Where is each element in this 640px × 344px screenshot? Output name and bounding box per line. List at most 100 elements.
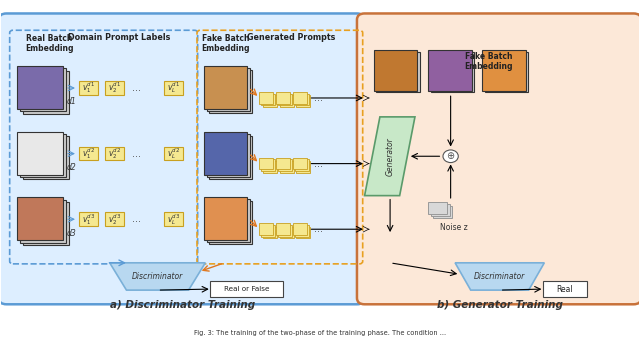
FancyBboxPatch shape xyxy=(259,224,273,235)
Text: $v_2^{d2}$: $v_2^{d2}$ xyxy=(108,146,121,161)
FancyBboxPatch shape xyxy=(276,92,290,104)
FancyBboxPatch shape xyxy=(204,131,247,175)
FancyBboxPatch shape xyxy=(204,66,247,109)
FancyBboxPatch shape xyxy=(294,159,308,171)
FancyBboxPatch shape xyxy=(296,161,310,173)
Text: Generator: Generator xyxy=(385,137,394,176)
FancyBboxPatch shape xyxy=(17,197,63,240)
Polygon shape xyxy=(365,117,415,196)
FancyBboxPatch shape xyxy=(17,66,63,109)
FancyBboxPatch shape xyxy=(357,13,640,304)
Text: Fake Batch
Embedding: Fake Batch Embedding xyxy=(202,34,250,53)
FancyBboxPatch shape xyxy=(20,68,66,111)
FancyBboxPatch shape xyxy=(374,50,417,90)
Text: ...: ... xyxy=(314,159,323,169)
Text: Noise z: Noise z xyxy=(440,223,468,232)
Text: $v_1^{d1}$: $v_1^{d1}$ xyxy=(82,80,95,95)
Text: $v_L^{d1}$: $v_L^{d1}$ xyxy=(167,80,180,95)
FancyBboxPatch shape xyxy=(428,203,447,214)
Text: Real or False: Real or False xyxy=(224,286,269,292)
Text: ...: ... xyxy=(314,93,323,103)
FancyBboxPatch shape xyxy=(79,213,99,226)
FancyBboxPatch shape xyxy=(211,281,283,298)
FancyBboxPatch shape xyxy=(431,52,474,93)
Text: d1: d1 xyxy=(67,97,76,106)
FancyBboxPatch shape xyxy=(259,158,273,169)
FancyBboxPatch shape xyxy=(276,224,290,235)
FancyBboxPatch shape xyxy=(294,225,308,237)
FancyBboxPatch shape xyxy=(278,225,292,237)
FancyBboxPatch shape xyxy=(23,136,69,179)
FancyBboxPatch shape xyxy=(296,227,310,238)
FancyBboxPatch shape xyxy=(0,13,365,304)
Text: a) Discriminator Training: a) Discriminator Training xyxy=(111,300,255,310)
FancyBboxPatch shape xyxy=(207,199,250,242)
FancyBboxPatch shape xyxy=(23,202,69,245)
FancyBboxPatch shape xyxy=(483,50,526,90)
FancyBboxPatch shape xyxy=(294,94,308,105)
FancyBboxPatch shape xyxy=(79,81,99,95)
FancyBboxPatch shape xyxy=(207,68,250,111)
FancyBboxPatch shape xyxy=(23,71,69,114)
FancyBboxPatch shape xyxy=(278,159,292,171)
FancyBboxPatch shape xyxy=(209,201,252,245)
FancyBboxPatch shape xyxy=(292,92,307,104)
Text: ⊕: ⊕ xyxy=(447,151,454,161)
FancyBboxPatch shape xyxy=(433,206,452,218)
FancyBboxPatch shape xyxy=(164,81,183,95)
Polygon shape xyxy=(109,263,205,290)
FancyBboxPatch shape xyxy=(280,227,294,238)
FancyBboxPatch shape xyxy=(263,161,277,173)
FancyBboxPatch shape xyxy=(280,161,294,173)
Circle shape xyxy=(443,150,458,163)
FancyBboxPatch shape xyxy=(484,52,528,93)
FancyBboxPatch shape xyxy=(104,213,124,226)
FancyBboxPatch shape xyxy=(263,227,277,238)
FancyBboxPatch shape xyxy=(104,81,124,95)
FancyBboxPatch shape xyxy=(292,158,307,169)
FancyBboxPatch shape xyxy=(376,52,420,93)
FancyBboxPatch shape xyxy=(263,95,277,107)
FancyBboxPatch shape xyxy=(261,159,275,171)
Text: d3: d3 xyxy=(67,229,76,238)
FancyBboxPatch shape xyxy=(428,50,472,90)
FancyBboxPatch shape xyxy=(543,281,587,298)
Text: $v_L^{d3}$: $v_L^{d3}$ xyxy=(167,212,180,227)
FancyBboxPatch shape xyxy=(104,147,124,160)
Text: ...: ... xyxy=(132,149,141,159)
Text: Fig. 3: The training of the two-phase of the training phase. The condition ...: Fig. 3: The training of the two-phase of… xyxy=(194,330,446,336)
FancyBboxPatch shape xyxy=(79,147,99,160)
Text: ...: ... xyxy=(314,224,323,234)
FancyBboxPatch shape xyxy=(164,213,183,226)
Text: $v_2^{d1}$: $v_2^{d1}$ xyxy=(108,80,121,95)
Text: Real Batch
Embedding: Real Batch Embedding xyxy=(25,34,74,53)
Text: Fake Batch
Embedding: Fake Batch Embedding xyxy=(465,52,513,72)
Text: $v_2^{d3}$: $v_2^{d3}$ xyxy=(108,212,121,227)
FancyBboxPatch shape xyxy=(207,134,250,177)
Text: b) Generator Training: b) Generator Training xyxy=(436,300,563,310)
Text: ...: ... xyxy=(132,214,141,224)
Text: $v_1^{d3}$: $v_1^{d3}$ xyxy=(82,212,95,227)
Text: d2: d2 xyxy=(67,163,76,172)
FancyBboxPatch shape xyxy=(204,197,247,240)
FancyBboxPatch shape xyxy=(20,200,66,243)
Polygon shape xyxy=(455,263,544,290)
FancyBboxPatch shape xyxy=(209,70,252,113)
FancyBboxPatch shape xyxy=(17,131,63,175)
FancyBboxPatch shape xyxy=(296,95,310,107)
FancyBboxPatch shape xyxy=(292,224,307,235)
Text: $v_1^{d2}$: $v_1^{d2}$ xyxy=(82,146,95,161)
FancyBboxPatch shape xyxy=(209,136,252,179)
FancyBboxPatch shape xyxy=(261,225,275,237)
Text: Domain Prompt Labels: Domain Prompt Labels xyxy=(68,33,170,42)
FancyBboxPatch shape xyxy=(278,94,292,105)
Text: $v_L^{d2}$: $v_L^{d2}$ xyxy=(167,146,180,161)
Text: Discriminator: Discriminator xyxy=(132,272,183,281)
FancyBboxPatch shape xyxy=(280,95,294,107)
Text: Generated Prompts: Generated Prompts xyxy=(247,33,335,42)
FancyBboxPatch shape xyxy=(261,94,275,105)
FancyBboxPatch shape xyxy=(164,147,183,160)
FancyBboxPatch shape xyxy=(276,158,290,169)
Text: Discriminator: Discriminator xyxy=(474,272,525,281)
FancyBboxPatch shape xyxy=(20,134,66,177)
